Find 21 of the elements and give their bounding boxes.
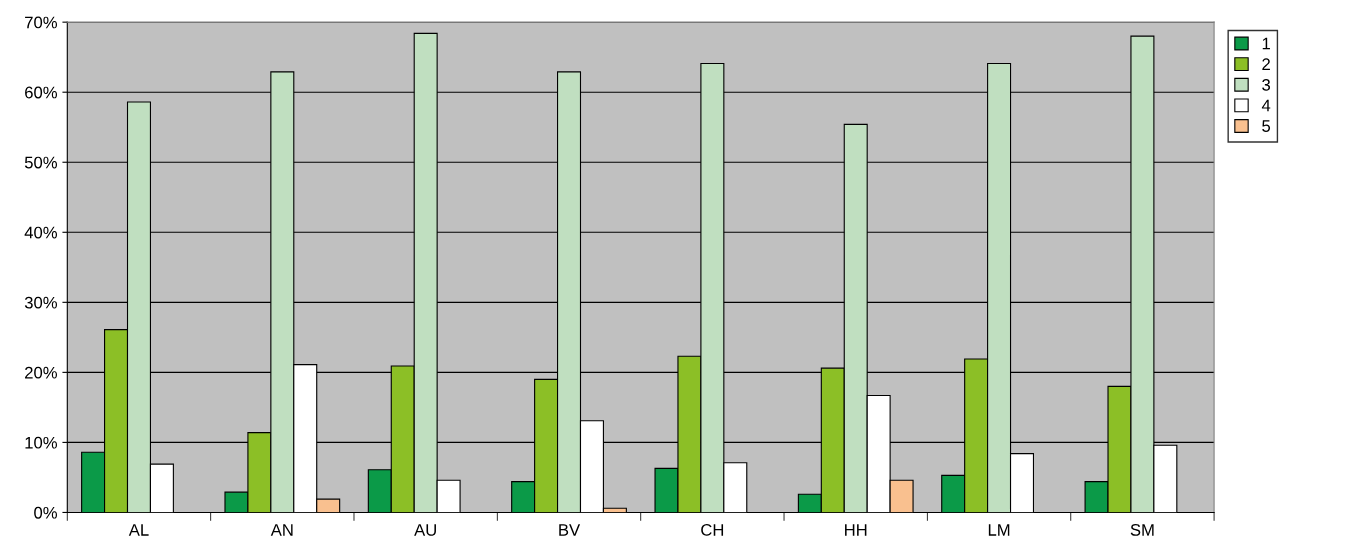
x-tick-label: CH [701, 524, 724, 536]
legend-label: 1 [1262, 37, 1270, 50]
legend-label: 5 [1262, 120, 1271, 132]
x-tick-label: AL [128, 524, 149, 536]
y-tick-label: 20% [25, 366, 57, 379]
x-tick-label: BV [559, 524, 581, 536]
y-tick-label: 0% [34, 506, 57, 519]
x-tick-label: AU [414, 524, 436, 536]
legend-label: 2 [1262, 58, 1270, 70]
x-tick-label: AN [270, 524, 293, 536]
y-tick-label: 70% [25, 16, 57, 29]
x-tick-label: SM [1130, 524, 1154, 536]
x-tick-label: HH [845, 524, 867, 536]
y-tick-label: 10% [25, 436, 57, 449]
y-tick-label: 30% [24, 296, 57, 309]
y-tick-label: 60% [25, 86, 57, 99]
legend-label: 4 [1261, 99, 1271, 112]
y-tick-label: 40% [24, 226, 57, 239]
legend-label: 3 [1262, 78, 1271, 91]
x-tick-label: LM [988, 524, 1010, 536]
y-tick-label: 50% [24, 156, 57, 169]
